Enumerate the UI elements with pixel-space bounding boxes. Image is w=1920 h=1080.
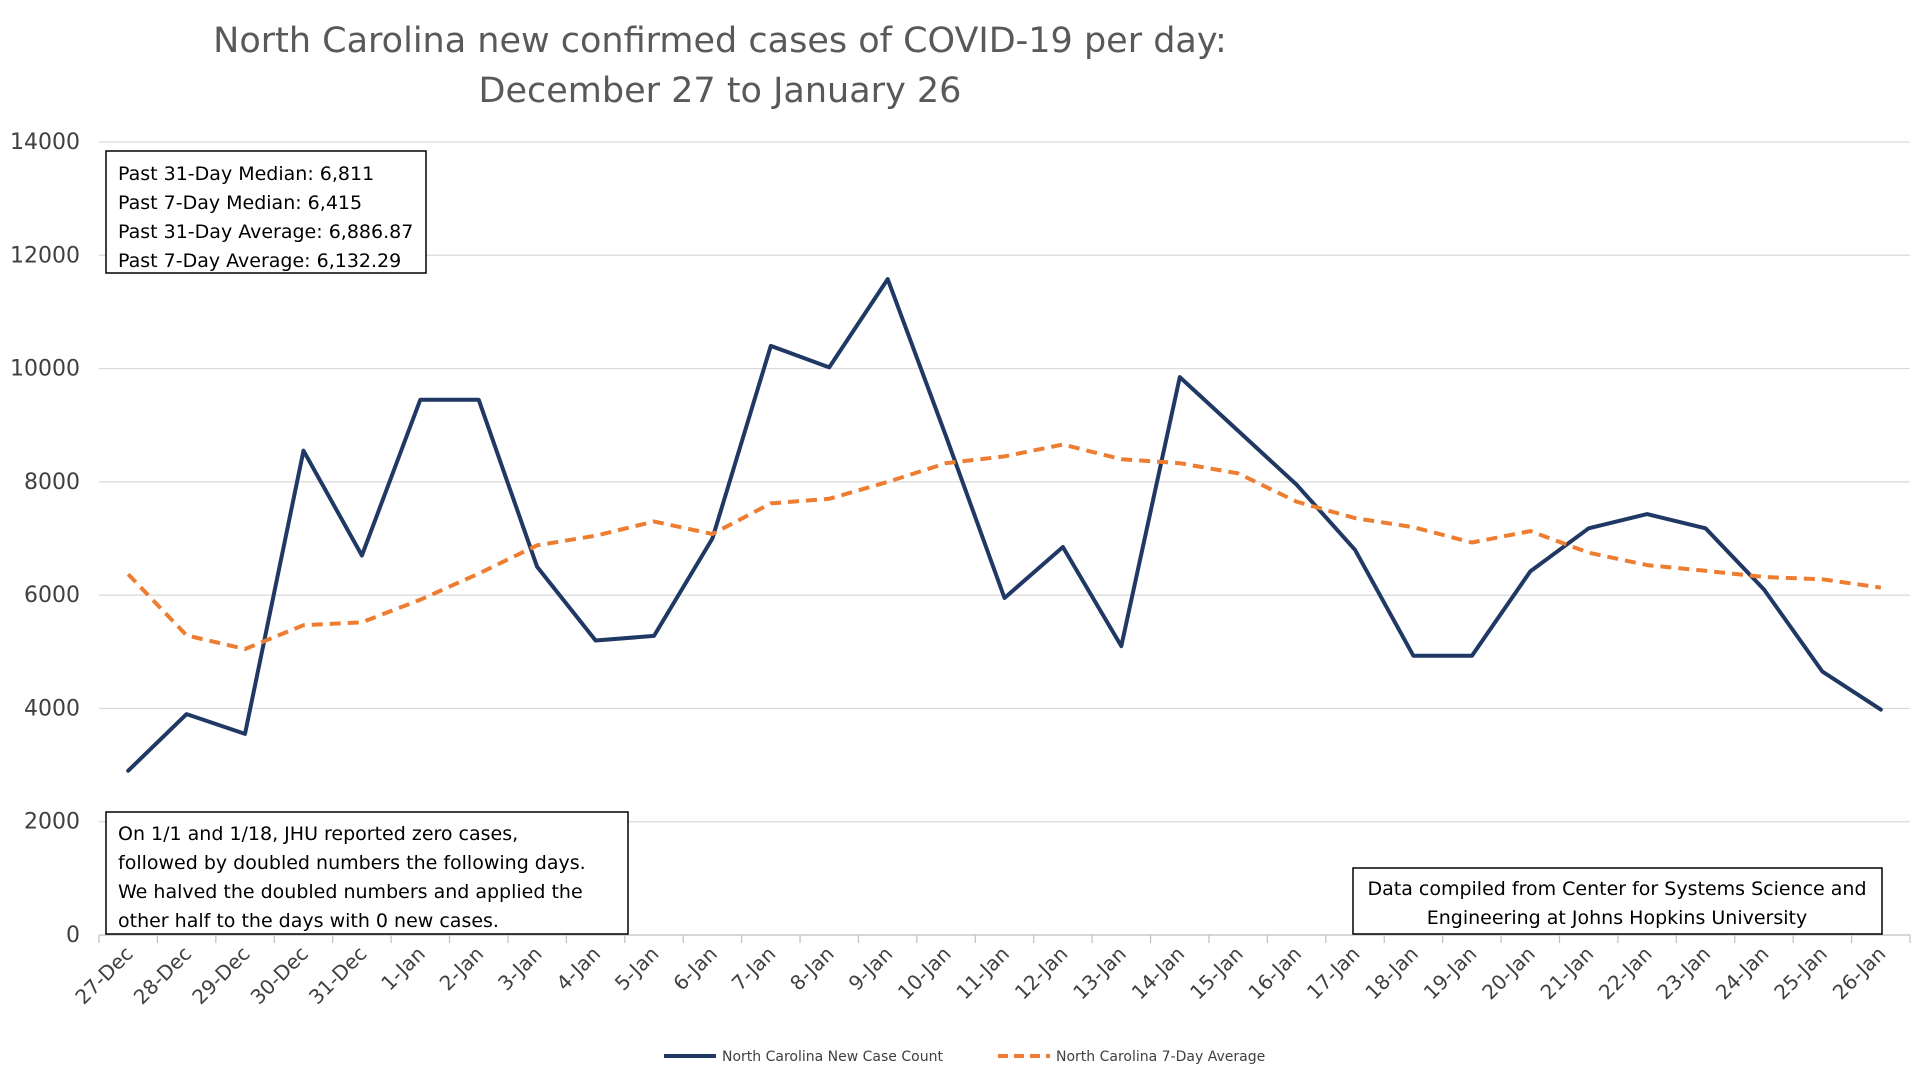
x-tick-label: 1-Jan (376, 942, 430, 996)
x-tick-label: 15-Jan (1185, 942, 1248, 1005)
note-line: other half to the days with 0 new cases. (118, 910, 499, 932)
source-line: Engineering at Johns Hopkins University (1427, 907, 1808, 929)
x-tick-label: 27-Dec (70, 942, 137, 1009)
y-tick-label: 2000 (24, 810, 80, 835)
x-tick-label: 12-Jan (1010, 942, 1073, 1005)
source-box: Data compiled from Center for Systems Sc… (1352, 867, 1883, 935)
legend: North Carolina New Case Count North Caro… (664, 1049, 1265, 1065)
x-tick-label: 29-Dec (187, 942, 254, 1009)
y-tick-label: 12000 (10, 243, 80, 268)
x-tick-label: 19-Jan (1419, 942, 1482, 1005)
y-tick-label: 0 (66, 923, 80, 948)
x-tick-label: 17-Jan (1302, 942, 1365, 1005)
note-box: On 1/1 and 1/18, JHU reported zero cases… (105, 811, 629, 935)
x-tick-label: 23-Jan (1652, 942, 1715, 1005)
y-tick-label: 8000 (24, 470, 80, 495)
x-tick-label: 20-Jan (1477, 942, 1540, 1005)
x-tick-label: 2-Jan (435, 942, 489, 996)
stats-line: Past 7-Day Median: 6,415 (118, 192, 362, 214)
source-line: Data compiled from Center for Systems Sc… (1367, 878, 1866, 900)
x-tick-label: 25-Jan (1769, 942, 1832, 1005)
legend-label-new-cases: North Carolina New Case Count (722, 1049, 943, 1065)
x-tick-label: 22-Jan (1594, 942, 1657, 1005)
x-tick-label: 18-Jan (1360, 942, 1423, 1005)
stats-line: Past 7-Day Average: 6,132.29 (118, 250, 401, 272)
series-lines (126, 277, 1883, 773)
stats-line: Past 31-Day Median: 6,811 (118, 163, 374, 185)
x-tick-label: 14-Jan (1127, 942, 1190, 1005)
y-axis-ticks: 0 2000 4000 6000 8000 10000 12000 14000 (10, 130, 80, 948)
x-tick-label: 30-Dec (246, 942, 313, 1009)
chart-title-line-2: December 27 to January 26 (479, 71, 962, 111)
x-tick-label: 5-Jan (610, 942, 664, 996)
y-tick-label: 14000 (10, 130, 80, 155)
x-tick-label: 11-Jan (951, 942, 1014, 1005)
chart-title-line-1: North Carolina new confirmed cases of CO… (213, 21, 1227, 61)
x-tick-label: 8-Jan (785, 942, 839, 996)
x-tick-label: 31-Dec (304, 942, 371, 1009)
note-line: We halved the doubled numbers and applie… (118, 881, 583, 903)
series-line-new-cases (126, 277, 1883, 773)
y-tick-label: 4000 (24, 696, 80, 721)
y-tick-label: 6000 (24, 583, 80, 608)
x-tick-label: 26-Jan (1828, 942, 1891, 1005)
x-tick-label: 28-Dec (129, 942, 196, 1009)
stats-line: Past 31-Day Average: 6,886.87 (118, 221, 413, 243)
x-tick-label: 6-Jan (668, 942, 722, 996)
stats-box: Past 31-Day Median: 6,811 Past 7-Day Med… (105, 150, 427, 274)
source-box-frame (1352, 867, 1883, 935)
note-line: followed by doubled numbers the followin… (118, 852, 586, 874)
stats-box-frame (105, 150, 427, 274)
note-box-frame (105, 811, 629, 935)
x-tick-label: 24-Jan (1711, 942, 1774, 1005)
x-tick-label: 9-Jan (844, 942, 898, 996)
x-tick-label: 7-Jan (727, 942, 781, 996)
x-tick-label: 3-Jan (493, 942, 547, 996)
x-tick-label: 4-Jan (551, 942, 605, 996)
x-tick-label: 21-Jan (1536, 942, 1599, 1005)
x-tick-label: 10-Jan (893, 942, 956, 1005)
note-line: On 1/1 and 1/18, JHU reported zero cases… (118, 823, 518, 845)
x-tick-label: 13-Jan (1068, 942, 1131, 1005)
x-tick-label: 16-Jan (1243, 942, 1306, 1005)
series-line-7day-average (126, 442, 1882, 651)
y-tick-label: 10000 (10, 357, 80, 382)
legend-label-7day-average: North Carolina 7-Day Average (1056, 1049, 1265, 1065)
